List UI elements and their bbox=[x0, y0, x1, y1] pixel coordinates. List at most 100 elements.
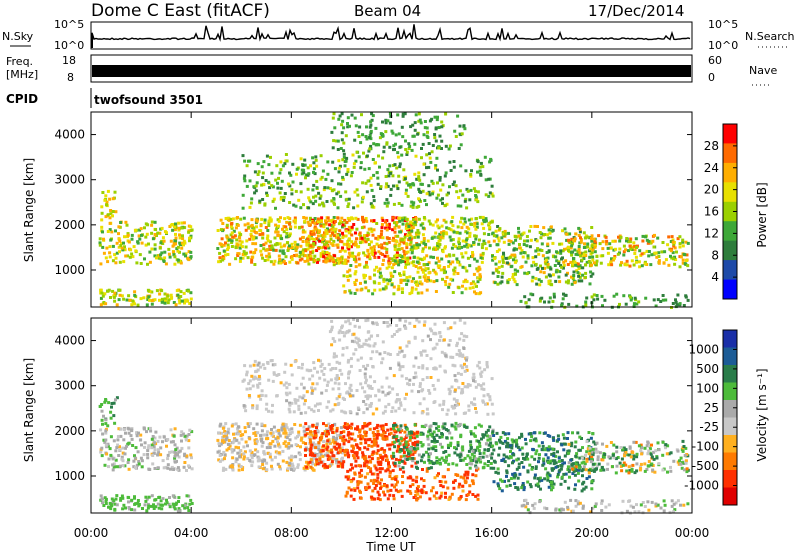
range-gate-cell bbox=[298, 258, 302, 262]
range-gate-cell bbox=[185, 454, 189, 458]
range-gate-cell bbox=[181, 237, 185, 241]
range-gate-cell bbox=[513, 253, 516, 257]
range-gate-cell bbox=[397, 363, 401, 367]
range-gate-cell bbox=[239, 453, 243, 457]
range-gate-cell bbox=[325, 442, 329, 446]
range-gate-cell bbox=[104, 438, 108, 442]
range-gate-cell bbox=[290, 188, 294, 192]
range-gate-cell bbox=[266, 361, 270, 364]
range-gate-cell bbox=[336, 258, 340, 262]
range-gate-cell bbox=[416, 440, 420, 444]
range-gate-cell bbox=[478, 169, 482, 173]
range-gate-cell bbox=[347, 486, 351, 490]
station-title: Dome C East (fitACF) bbox=[91, 1, 270, 21]
range-gate-cell bbox=[522, 231, 526, 235]
range-gate-cell bbox=[576, 262, 580, 266]
range-gate-cell bbox=[537, 252, 541, 256]
range-gate-cell bbox=[307, 234, 311, 238]
range-gate-cell bbox=[333, 229, 337, 233]
range-gate-cell bbox=[582, 231, 586, 235]
range-gate-cell bbox=[584, 300, 588, 304]
range-gate-cell bbox=[438, 243, 442, 246]
range-gate-cell bbox=[349, 383, 353, 387]
range-gate-cell bbox=[381, 236, 385, 240]
range-gate-cell bbox=[435, 279, 439, 283]
range-gate-cell bbox=[336, 403, 340, 406]
range-gate-cell bbox=[516, 269, 520, 273]
range-gate-cell bbox=[461, 489, 465, 493]
range-gate-cell bbox=[244, 409, 248, 413]
range-gate-cell bbox=[429, 357, 433, 361]
range-gate-cell bbox=[257, 374, 261, 378]
range-gate-cell bbox=[629, 247, 633, 251]
range-gate-cell bbox=[441, 250, 445, 254]
range-gate-cell bbox=[270, 467, 274, 471]
range-gate-cell bbox=[436, 218, 439, 222]
range-gate-cell bbox=[632, 241, 636, 245]
range-gate-cell bbox=[259, 434, 262, 438]
range-gate-cell bbox=[386, 352, 390, 356]
range-gate-cell bbox=[398, 274, 402, 277]
range-gate-cell bbox=[440, 231, 444, 235]
range-gate-cell bbox=[257, 456, 261, 460]
range-gate-cell bbox=[352, 223, 356, 226]
range-gate-cell bbox=[276, 462, 280, 466]
range-gate-cell bbox=[379, 185, 383, 189]
range-gate-cell bbox=[373, 380, 377, 384]
range-gate-cell bbox=[240, 245, 244, 249]
range-gate-cell bbox=[227, 442, 231, 446]
range-gate-cell bbox=[633, 252, 637, 255]
range-gate-cell bbox=[324, 222, 328, 226]
range-gate-cell bbox=[534, 249, 538, 253]
range-gate-cell bbox=[180, 246, 184, 250]
range-gate-cell bbox=[121, 507, 125, 511]
range-gate-cell bbox=[493, 257, 497, 261]
range-gate-cell bbox=[406, 476, 410, 480]
range-gate-cell bbox=[274, 206, 277, 210]
range-gate-cell bbox=[253, 251, 257, 254]
range-gate-cell bbox=[135, 434, 139, 438]
range-gate-cell bbox=[103, 292, 107, 296]
range-gate-cell bbox=[429, 376, 433, 379]
range-gate-cell bbox=[471, 482, 475, 486]
range-gate-cell bbox=[398, 145, 402, 149]
range-gate-cell bbox=[171, 502, 175, 506]
range-gate-cell bbox=[380, 385, 384, 389]
range-gate-cell bbox=[260, 429, 264, 433]
range-gate-cell bbox=[489, 220, 493, 224]
range-gate-cell bbox=[310, 408, 314, 412]
range-gate-cell bbox=[427, 261, 431, 265]
range-gate-cell bbox=[331, 408, 335, 412]
range-gate-cell bbox=[343, 453, 347, 457]
range-gate-cell bbox=[397, 174, 401, 178]
range-gate-cell bbox=[104, 215, 108, 219]
range-gate-cell bbox=[331, 258, 335, 262]
range-gate-cell bbox=[293, 240, 297, 244]
range-gate-cell bbox=[392, 374, 396, 378]
range-gate-cell bbox=[597, 234, 601, 238]
range-gate-cell bbox=[586, 235, 590, 239]
range-gate-cell bbox=[124, 220, 128, 224]
range-gate-cell bbox=[463, 473, 467, 477]
range-gate-cell bbox=[466, 470, 470, 474]
range-gate-cell bbox=[365, 125, 368, 129]
range-gate-cell bbox=[404, 250, 408, 254]
range-gate-cell bbox=[629, 298, 633, 302]
range-gate-cell bbox=[414, 287, 418, 291]
range-gate-cell bbox=[369, 202, 373, 206]
range-gate-cell bbox=[559, 251, 563, 255]
range-gate-cell bbox=[377, 433, 380, 436]
range-gate-cell bbox=[381, 426, 385, 430]
range-gate-cell bbox=[122, 241, 125, 245]
range-gate-cell bbox=[416, 492, 420, 496]
range-gate-cell bbox=[359, 468, 363, 472]
range-gate-cell bbox=[416, 256, 420, 260]
range-gate-cell bbox=[131, 444, 135, 447]
range-gate-cell bbox=[332, 197, 336, 200]
range-gate-cell bbox=[547, 250, 551, 254]
range-gate-cell bbox=[113, 299, 117, 303]
range-gate-cell bbox=[388, 432, 391, 436]
range-gate-cell bbox=[672, 242, 676, 246]
range-gate-cell bbox=[305, 240, 309, 243]
range-gate-cell bbox=[276, 234, 280, 238]
